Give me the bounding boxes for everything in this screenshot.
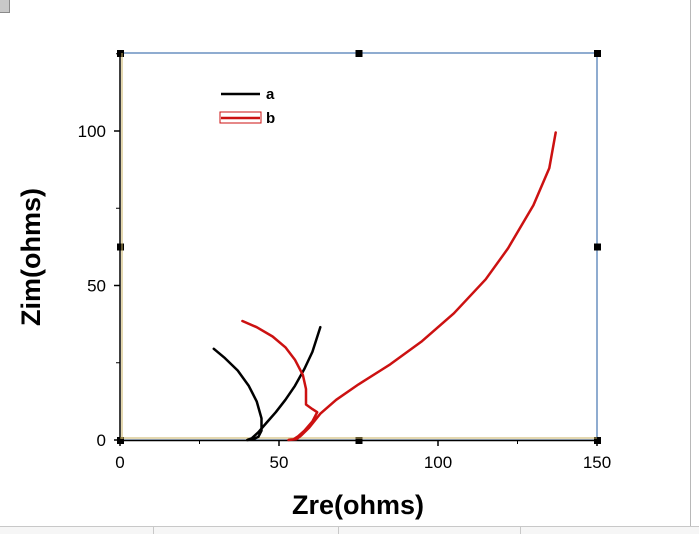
window-corner-handle xyxy=(0,0,10,13)
resize-handle xyxy=(355,50,363,57)
right-panel-edge xyxy=(690,0,691,533)
y-tick-label: 0 xyxy=(97,431,106,450)
x-tick-label: 100 xyxy=(424,453,452,472)
bottom-status-strip xyxy=(0,526,699,534)
x-tick-label: 150 xyxy=(583,453,611,472)
legend-swatch-box-b xyxy=(219,111,262,124)
x-tick-label: 50 xyxy=(270,453,289,472)
plot-selection-frame xyxy=(119,52,598,441)
legend-label-b: b xyxy=(266,110,275,127)
y-tick-label: 100 xyxy=(78,122,106,141)
series-line-a xyxy=(212,325,322,442)
series-line-b xyxy=(241,131,557,442)
plot-series xyxy=(212,131,557,442)
x-axis-title: Zre(ohms) xyxy=(292,490,424,520)
axes: 0 50 100 150 0 50 100 xyxy=(78,53,611,472)
resize-handle xyxy=(594,50,601,57)
legend-label-a: a xyxy=(266,86,275,103)
resize-handle xyxy=(594,243,601,251)
legend: ab xyxy=(219,86,275,127)
y-axis-title: Zim(ohms) xyxy=(16,188,46,326)
y-tick-label: 50 xyxy=(87,277,106,296)
x-tick-label: 0 xyxy=(115,453,124,472)
